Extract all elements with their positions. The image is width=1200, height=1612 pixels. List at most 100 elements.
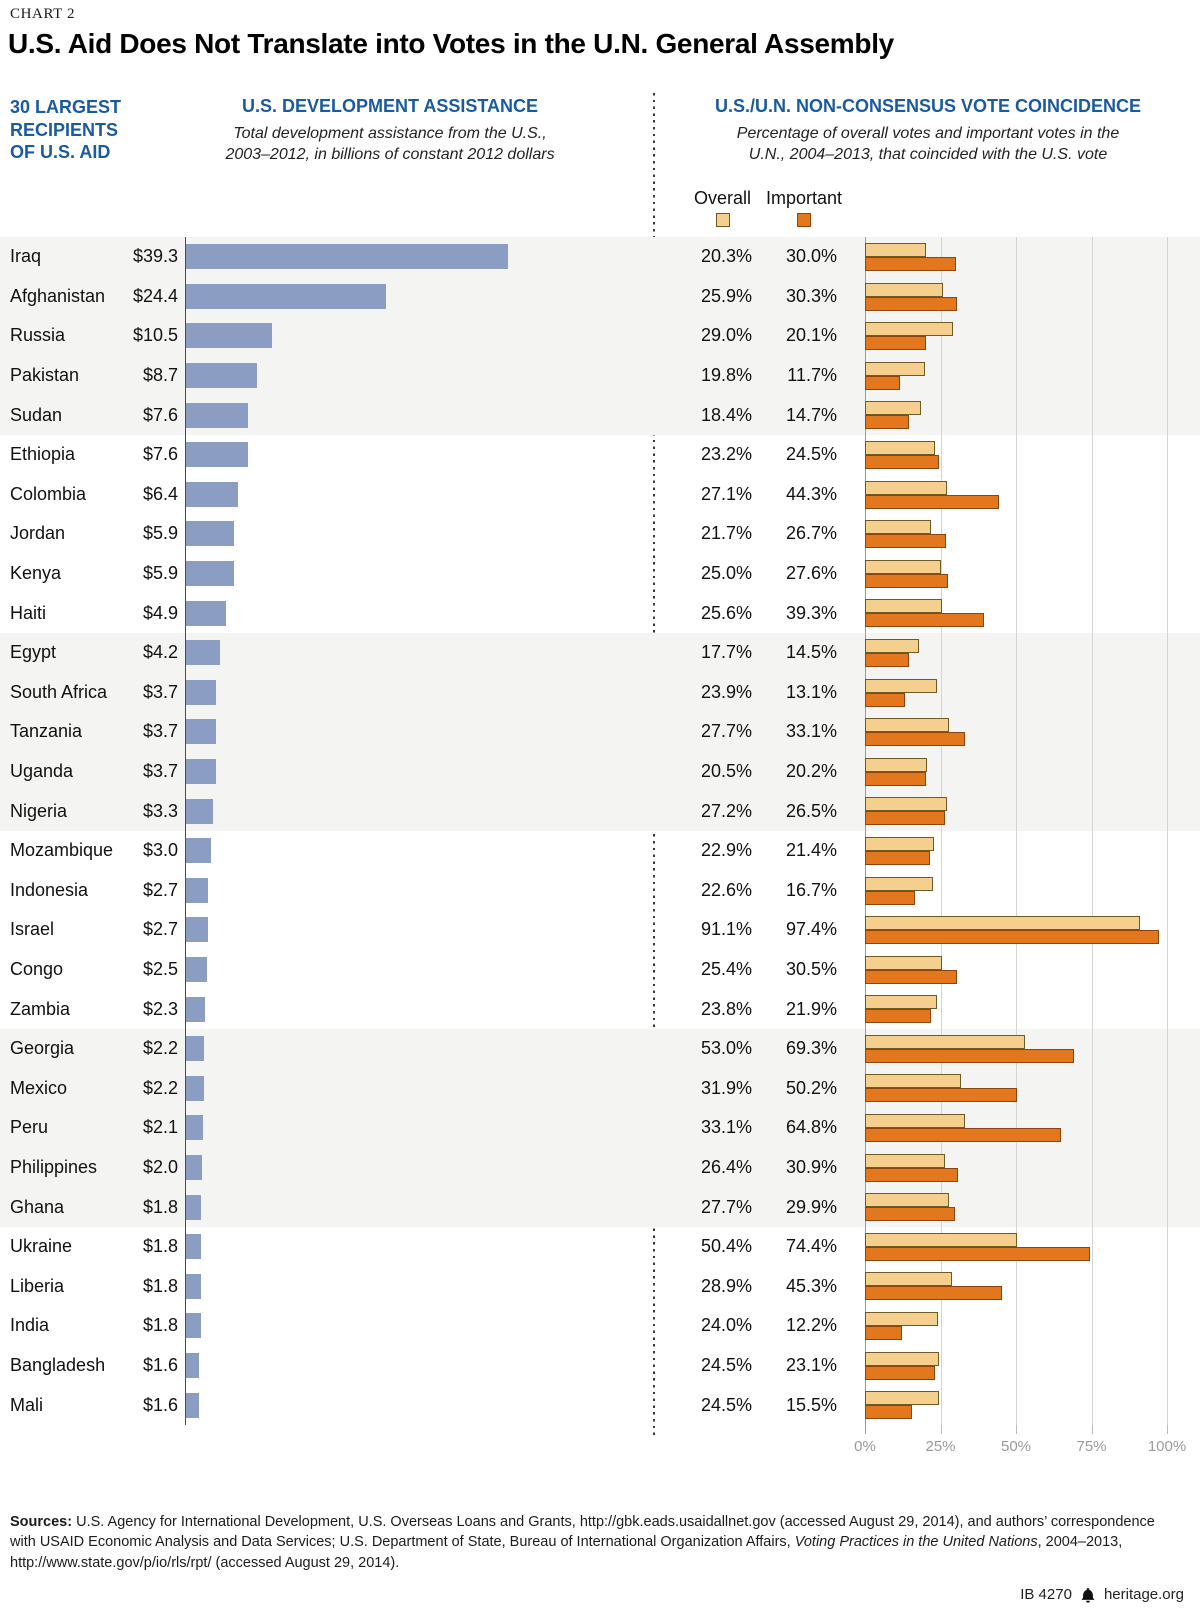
vote-bar-track (865, 751, 1185, 792)
aid-bar (186, 956, 207, 982)
important-bar (865, 1048, 1075, 1063)
vote-bar-track (865, 1226, 1185, 1267)
important-bar (865, 1326, 902, 1341)
important-pct-value: 33.1% (785, 721, 837, 742)
overall-bar (865, 559, 941, 574)
aid-value: $10.5 (132, 325, 178, 346)
overall-pct-value: 28.9% (700, 1275, 752, 1296)
aid-value: $8.7 (142, 365, 178, 386)
country-label: Peru (10, 1117, 49, 1138)
vote-bar-track (865, 276, 1185, 317)
aid-bar (186, 996, 205, 1022)
vote-bar-track (865, 830, 1185, 871)
sources-text-1: U.S. Agency for International Developmen… (10, 1513, 1155, 1551)
important-pct-value: 14.7% (785, 404, 837, 425)
chart-row: Congo $2.5 25.4% 30.5% (0, 949, 1200, 990)
important-pct-value: 44.3% (785, 483, 837, 504)
aid-bar (186, 363, 258, 389)
overall-bar (865, 836, 935, 851)
sources-text-italic: Voting Practices in the United Nations (794, 1534, 1038, 1551)
overall-bar (865, 243, 927, 257)
legend-overall-swatch (715, 213, 730, 227)
important-pct-value: 23.1% (785, 1354, 837, 1375)
aid-bar (186, 1154, 203, 1180)
aid-bar-track (185, 276, 648, 317)
vote-axis-tick-label: 100% (1147, 1438, 1187, 1455)
vote-axis-tick-label: 50% (1000, 1438, 1032, 1455)
overall-pct-value: 23.9% (700, 681, 752, 702)
important-bar (865, 1088, 1017, 1103)
aid-bar (186, 1075, 204, 1101)
aid-bar-track (185, 1108, 648, 1148)
aid-value: $1.6 (142, 1354, 178, 1375)
overall-bar (865, 1351, 939, 1366)
aid-bar (186, 1036, 204, 1062)
vote-axis-tick-label: 0% (854, 1438, 876, 1455)
vote-bar-track (865, 1266, 1185, 1307)
vote-bar-track (865, 1385, 1185, 1425)
aid-bar (186, 798, 213, 824)
aid-value: $1.8 (142, 1275, 178, 1296)
important-bar (865, 336, 926, 351)
chart-row: Nigeria $3.3 27.2% 26.5% (0, 791, 1200, 831)
legend-overall-label: Overall (694, 188, 752, 208)
overall-bar (865, 1074, 962, 1089)
aid-bar (186, 1352, 200, 1378)
overall-bar (865, 1193, 949, 1208)
chart-row: Uganda $3.7 20.5% 20.2% (0, 751, 1200, 792)
aid-bar (186, 838, 211, 864)
important-pct-value: 69.3% (785, 1038, 837, 1059)
assistance-subtitle: Total development assistance from the U.… (225, 125, 555, 164)
vote-bar-track (865, 949, 1185, 990)
important-pct-value: 14.5% (785, 642, 837, 663)
vote-bar-track (865, 672, 1185, 713)
overall-bar (865, 1391, 939, 1406)
country-label: Afghanistan (10, 285, 106, 306)
vote-bar-track (865, 1306, 1185, 1346)
chart-row: Indonesia $2.7 22.6% 16.7% (0, 870, 1200, 911)
overall-pct-value: 53.0% (700, 1038, 752, 1059)
vote-bar-track (865, 514, 1185, 554)
overall-bar (865, 876, 934, 891)
overall-bar (865, 718, 949, 733)
important-pct-value: 74.4% (785, 1236, 837, 1257)
important-bar (865, 1167, 959, 1182)
chart-row: Russia $10.5 29.0% 20.1% (0, 316, 1200, 356)
vote-bar-track (865, 989, 1185, 1029)
country-label: Iraq (10, 246, 42, 267)
overall-bar (865, 1034, 1026, 1049)
chart-kicker: CHART 2 (10, 6, 76, 22)
country-label: Ghana (10, 1196, 65, 1217)
country-label: Mali (10, 1394, 44, 1415)
aid-bar (186, 283, 386, 309)
aid-bar-track (185, 712, 648, 752)
vote-bar-track (865, 712, 1185, 752)
important-bar (865, 771, 926, 786)
overall-bar (865, 638, 919, 653)
aid-value: $1.8 (142, 1315, 178, 1336)
aid-bar (186, 759, 217, 785)
aid-bar (186, 442, 249, 468)
chart-row: Ghana $1.8 27.7% 29.9% (0, 1187, 1200, 1227)
country-label: Zambia (10, 998, 71, 1019)
aid-value: $2.5 (142, 958, 178, 979)
chart-row: Mexico $2.2 31.9% 50.2% (0, 1068, 1200, 1109)
important-pct-value: 30.9% (785, 1156, 837, 1177)
chart-row: Mali $1.6 24.5% 15.5% (0, 1385, 1200, 1425)
aid-value: $7.6 (142, 444, 178, 465)
aid-bar (186, 917, 209, 943)
important-pct-value: 15.5% (785, 1394, 837, 1415)
aid-bar (186, 402, 249, 428)
overall-pct-value: 20.3% (700, 246, 752, 267)
important-pct-value: 21.9% (785, 998, 837, 1019)
important-bar (865, 1365, 935, 1380)
aid-bar-track (185, 751, 648, 792)
aid-bar-track (185, 1385, 648, 1425)
important-bar (865, 1246, 1090, 1261)
brand-domain: heritage.org (1103, 1586, 1184, 1603)
country-label: Mexico (10, 1077, 68, 1098)
aid-bar (186, 481, 239, 507)
vote-bar-track (865, 791, 1185, 831)
aid-bar (186, 640, 221, 666)
overall-pct-value: 27.1% (700, 483, 752, 504)
